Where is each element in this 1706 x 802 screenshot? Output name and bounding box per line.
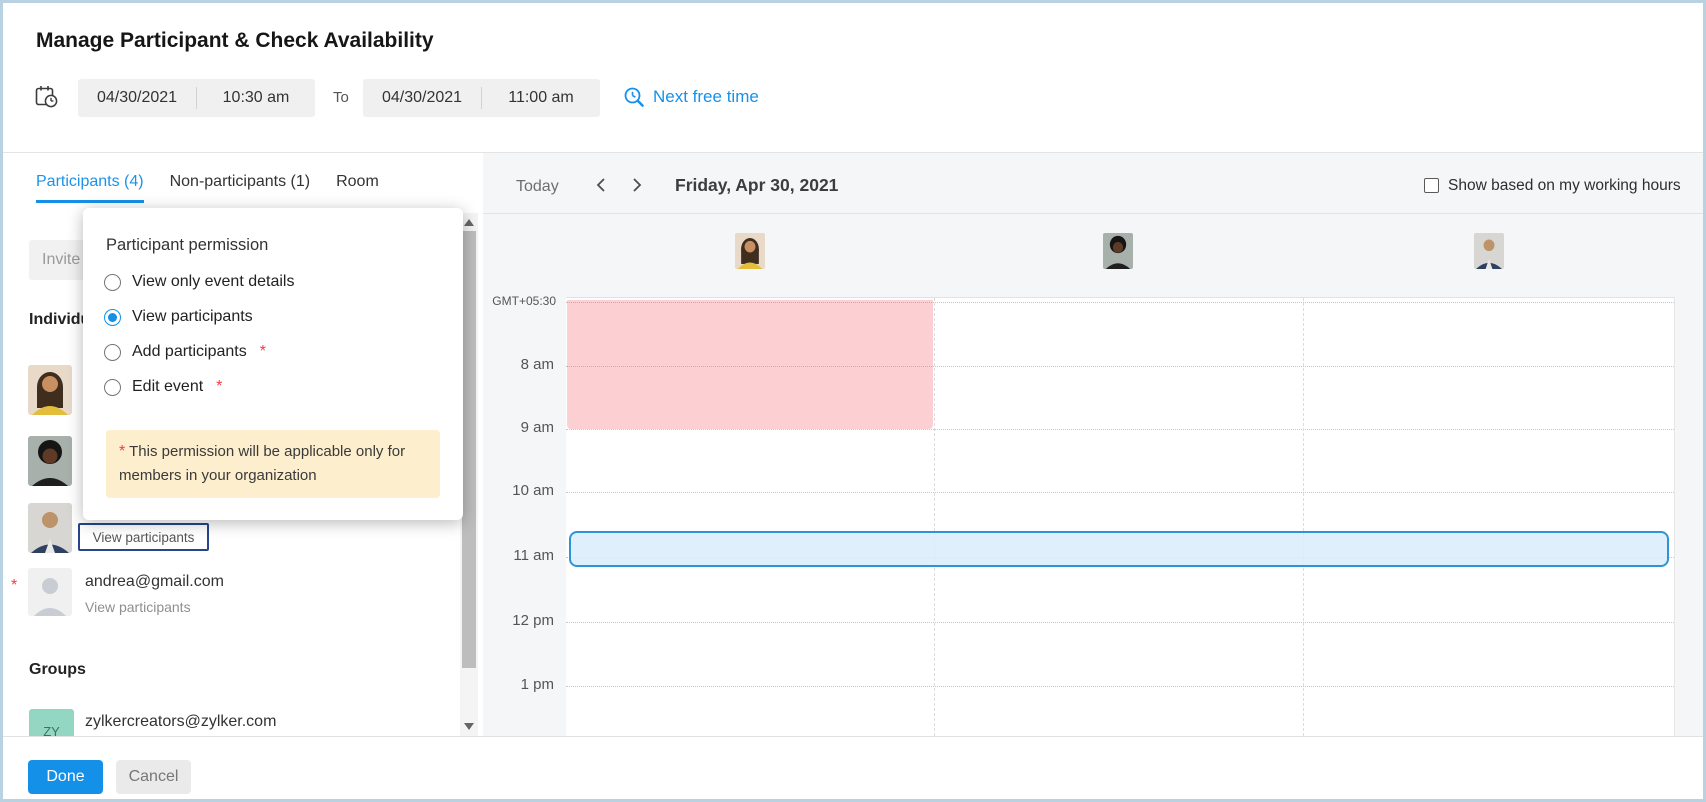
hour-line-10am (566, 492, 1674, 493)
option-label: View participants (132, 308, 253, 325)
prev-day-button[interactable] (595, 177, 608, 196)
column-avatar-2 (1103, 233, 1133, 269)
placeholder-avatar[interactable] (28, 568, 72, 616)
participant-avatar-3[interactable] (28, 503, 72, 553)
scrollbar-thumb[interactable] (462, 231, 476, 668)
hour-line-1pm (566, 686, 1674, 687)
next-free-time-link[interactable]: Next free time (623, 86, 759, 108)
selected-time-slot[interactable] (569, 531, 1669, 567)
cancel-button[interactable]: Cancel (116, 760, 191, 794)
radio-icon[interactable] (104, 343, 121, 361)
end-date-field[interactable]: 04/30/2021 (381, 89, 463, 106)
option-label: Add participants (132, 343, 247, 360)
chevron-right-icon (633, 178, 642, 192)
participant-avatar-1[interactable] (28, 365, 72, 415)
hour-line-9am (566, 429, 1674, 430)
external-participant-email: andrea@gmail.com (85, 573, 224, 590)
working-hours-label[interactable]: Show based on my working hours (1448, 177, 1681, 194)
footer-divider (3, 736, 1703, 737)
working-hours-checkbox[interactable] (1424, 178, 1439, 193)
note-asterisk: * (119, 443, 126, 460)
popup-title: Participant permission (106, 236, 269, 254)
column-avatar-3 (1474, 233, 1504, 269)
page-title: Manage Participant & Check Availability (36, 29, 434, 52)
participant-tabs: Participants (4) Non-participants (1) Ro… (36, 173, 379, 203)
start-time-field[interactable]: 10:30 am (222, 89, 290, 106)
search-clock-icon (624, 87, 644, 107)
busy-block-participant1 (567, 300, 933, 429)
group-avatar: ZY (29, 709, 74, 736)
permission-option-add-participants[interactable]: Add participants * (104, 340, 266, 364)
start-date-field[interactable]: 04/30/2021 (96, 89, 178, 106)
radio-icon[interactable] (104, 378, 121, 396)
end-time-field[interactable]: 11:00 am (508, 89, 574, 106)
note-text: This permission will be applicable only … (119, 443, 406, 484)
view-participants-button[interactable]: View participants (78, 523, 209, 551)
calendar-grid (566, 297, 1675, 736)
participant-permission-popup: Participant permission View only event d… (83, 208, 463, 520)
hour-line (566, 302, 1674, 303)
time-label-10am: 10 am (512, 482, 554, 499)
datebox-divider (196, 87, 197, 109)
left-panel-scrollbar (460, 213, 478, 736)
availability-calendar: Today Friday, Apr 30, 2021 Show based on… (483, 153, 1703, 736)
time-label-1pm: 1 pm (520, 676, 554, 693)
time-label-8am: 8 am (520, 356, 554, 373)
hour-line-8am (566, 366, 1674, 367)
participants-panel: Participants (4) Non-participants (1) Ro… (3, 153, 483, 736)
tab-room[interactable]: Room (336, 173, 379, 190)
participant-avatar-2[interactable] (28, 436, 72, 486)
required-asterisk: * (11, 577, 18, 594)
radio-icon[interactable] (104, 308, 121, 326)
calendar-date-title: Friday, Apr 30, 2021 (675, 175, 839, 195)
group-email: zylkercreators@zylker.com (85, 713, 277, 730)
option-label: Edit event (132, 378, 204, 395)
column-divider-1 (934, 298, 935, 736)
calendar-toolbar-divider (483, 213, 1703, 214)
group-initials: ZY (43, 724, 60, 736)
next-free-time-label: Next free time (653, 87, 759, 106)
groups-heading: Groups (29, 661, 86, 678)
hour-line-12pm (566, 622, 1674, 623)
column-divider-2 (1303, 298, 1304, 736)
header-divider (3, 152, 1703, 153)
next-day-button[interactable] (630, 177, 643, 196)
calendar-clock-icon (33, 83, 59, 114)
timezone-label: GMT+05:30 (492, 294, 556, 308)
today-button[interactable]: Today (516, 178, 559, 195)
scroll-down-arrow[interactable] (464, 723, 474, 730)
option-label: View only event details (132, 273, 295, 290)
start-datetime-picker: 04/30/2021 10:30 am (78, 79, 315, 117)
time-label-12pm: 12 pm (512, 612, 554, 629)
external-participant-permission[interactable]: View participants (85, 599, 191, 615)
radio-icon[interactable] (104, 273, 121, 291)
to-label: To (333, 89, 349, 106)
permission-note: * This permission will be applicable onl… (106, 430, 440, 498)
tab-participants[interactable]: Participants (4) (36, 173, 144, 203)
time-label-9am: 9 am (520, 419, 554, 436)
column-avatar-1 (735, 233, 765, 269)
permission-option-edit-event[interactable]: Edit event * (104, 375, 222, 399)
permission-option-view-participants[interactable]: View participants (104, 305, 266, 329)
tab-non-participants[interactable]: Non-participants (1) (169, 173, 311, 190)
datebox-divider (481, 87, 482, 109)
scroll-up-arrow[interactable] (464, 219, 474, 226)
chevron-left-icon (596, 178, 605, 192)
time-label-11am: 11 am (513, 547, 554, 564)
end-datetime-picker: 04/30/2021 11:00 am (363, 79, 600, 117)
done-button[interactable]: Done (28, 760, 103, 794)
permission-option-view-only[interactable]: View only event details (104, 270, 307, 294)
